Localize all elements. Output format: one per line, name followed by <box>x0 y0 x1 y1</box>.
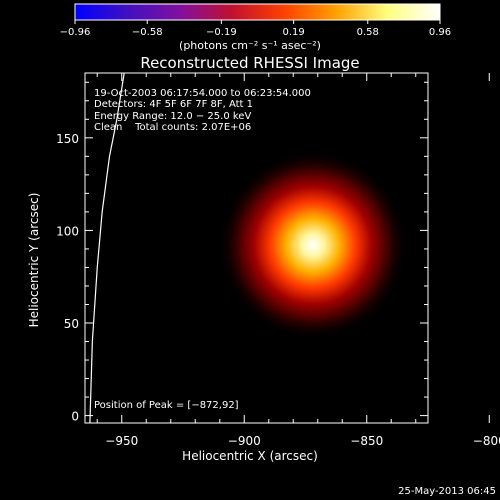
x-tick-label: −800 <box>473 434 500 448</box>
info-line-time: 19-Oct-2003 06:17:54.000 to 06:23:54.000 <box>94 88 311 99</box>
info-line-counts: Clean Total counts: 2.07E+06 <box>94 122 251 133</box>
colorbar <box>74 3 441 21</box>
y-tick-label: 50 <box>64 317 79 331</box>
colorbar-tick-label: 0.58 <box>357 27 379 38</box>
colorbar-unit-label: (photons cm⁻² s⁻¹ asec⁻²) <box>179 39 321 52</box>
info-line-detectors: Detectors: 4F 5F 6F 7F 8F, Att 1 <box>94 99 253 110</box>
colorbar-tick-label: −0.58 <box>132 27 163 38</box>
chart-title: Reconstructed RHESSI Image <box>140 54 359 72</box>
plot-frame <box>84 72 429 424</box>
observation-info: 19-Oct-2003 06:17:54.000 to 06:23:54.000… <box>94 88 311 133</box>
colorbar-tick-label: 0.19 <box>282 27 304 38</box>
x-tick-label: −950 <box>105 434 138 448</box>
y-axis-ticks: 0 50 100 150 <box>56 81 428 424</box>
colorbar-ticks: −0.96 −0.58 −0.19 0.19 0.58 0.96 <box>60 20 451 38</box>
flare-source <box>217 150 408 341</box>
x-axis-label: Heliocentric X (arcsec) <box>182 449 318 463</box>
y-axis-label: Heliocentric Y (arcsec) <box>27 193 41 328</box>
y-tick-label: 0 <box>71 410 79 424</box>
x-tick-label: −850 <box>350 434 383 448</box>
info-line-energy: Energy Range: 12.0 − 25.0 keV <box>94 111 251 122</box>
colorbar-tick-label: −0.96 <box>60 27 91 38</box>
y-tick-label: 100 <box>56 224 79 238</box>
colorbar-tick-label: 0.96 <box>429 27 451 38</box>
x-axis-ticks: −950 −900 −850 −800 <box>96 73 500 448</box>
peak-position-label: Position of Peak = [−872,92] <box>94 400 239 411</box>
x-tick-label: −900 <box>228 434 261 448</box>
solar-limb <box>89 72 125 424</box>
footer-date: 25-May-2013 06:45 <box>398 486 496 497</box>
y-tick-label: 150 <box>56 132 79 146</box>
colorbar-tick-label: −0.19 <box>206 27 237 38</box>
